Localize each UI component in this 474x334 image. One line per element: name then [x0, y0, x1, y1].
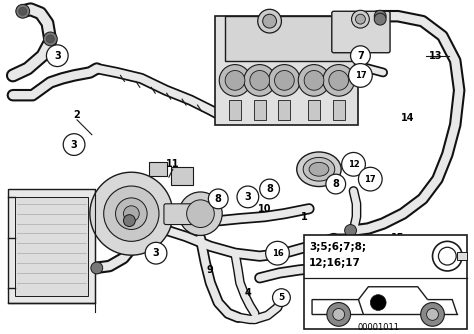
- Circle shape: [123, 206, 139, 221]
- Circle shape: [16, 4, 30, 18]
- Bar: [254, 100, 265, 120]
- Text: 3: 3: [245, 192, 251, 202]
- Text: 17: 17: [355, 71, 366, 80]
- Circle shape: [237, 186, 259, 208]
- Text: 6: 6: [346, 275, 352, 284]
- Text: 3: 3: [54, 51, 61, 61]
- Bar: [215, 16, 358, 125]
- Text: 16: 16: [272, 249, 283, 258]
- Circle shape: [327, 303, 351, 326]
- Circle shape: [44, 32, 57, 46]
- Circle shape: [298, 64, 330, 96]
- Circle shape: [187, 200, 214, 227]
- Bar: [15, 197, 88, 296]
- Circle shape: [351, 46, 370, 65]
- Text: 11: 11: [166, 159, 180, 169]
- Circle shape: [219, 64, 251, 96]
- Bar: [457, 252, 467, 260]
- Circle shape: [342, 152, 365, 176]
- Text: 13: 13: [428, 51, 442, 61]
- Text: 7: 7: [336, 313, 342, 322]
- Circle shape: [355, 48, 366, 60]
- Bar: [308, 100, 320, 120]
- Circle shape: [356, 14, 365, 24]
- Circle shape: [116, 198, 147, 229]
- Bar: [149, 162, 167, 176]
- Text: 3: 3: [153, 248, 159, 258]
- Circle shape: [209, 189, 228, 209]
- Circle shape: [374, 13, 386, 25]
- Text: 8: 8: [266, 184, 273, 194]
- Circle shape: [91, 262, 103, 274]
- Circle shape: [374, 10, 386, 22]
- Circle shape: [438, 247, 456, 265]
- Ellipse shape: [303, 157, 335, 181]
- Circle shape: [274, 70, 294, 90]
- Bar: [229, 100, 241, 120]
- Text: 8: 8: [215, 194, 222, 204]
- FancyBboxPatch shape: [164, 204, 202, 224]
- Circle shape: [323, 64, 355, 96]
- Ellipse shape: [297, 152, 341, 186]
- Circle shape: [63, 134, 85, 155]
- Bar: [8, 189, 95, 303]
- Text: 00001011: 00001011: [357, 323, 399, 332]
- Text: 3;5;6;7;8;: 3;5;6;7;8;: [309, 242, 366, 252]
- Circle shape: [263, 14, 276, 28]
- Text: 17: 17: [365, 175, 376, 184]
- Circle shape: [260, 179, 280, 199]
- Text: 5: 5: [278, 293, 284, 302]
- Circle shape: [46, 45, 68, 66]
- Circle shape: [269, 64, 300, 96]
- Circle shape: [326, 174, 346, 194]
- Circle shape: [345, 224, 356, 236]
- Text: 2: 2: [73, 110, 81, 120]
- Circle shape: [19, 7, 27, 15]
- Circle shape: [358, 167, 382, 191]
- Text: 7: 7: [357, 51, 364, 61]
- Text: 4: 4: [245, 288, 251, 298]
- Circle shape: [340, 271, 357, 289]
- Circle shape: [432, 241, 462, 271]
- Circle shape: [371, 246, 395, 270]
- Circle shape: [123, 215, 135, 226]
- Text: 16: 16: [377, 254, 389, 263]
- Circle shape: [333, 309, 345, 320]
- Text: 15: 15: [391, 233, 405, 243]
- Circle shape: [145, 242, 167, 264]
- Bar: [225, 16, 352, 61]
- Circle shape: [90, 172, 173, 255]
- Circle shape: [258, 9, 282, 33]
- Circle shape: [104, 186, 159, 241]
- Circle shape: [330, 309, 347, 326]
- Circle shape: [179, 192, 222, 235]
- Circle shape: [265, 241, 289, 265]
- Bar: [304, 235, 467, 329]
- Circle shape: [244, 64, 275, 96]
- Circle shape: [329, 70, 348, 90]
- Circle shape: [250, 70, 270, 90]
- Circle shape: [273, 289, 290, 307]
- FancyBboxPatch shape: [332, 11, 390, 53]
- Text: 9: 9: [207, 265, 214, 275]
- Circle shape: [420, 303, 444, 326]
- Text: 1: 1: [301, 212, 308, 222]
- Bar: [333, 100, 345, 120]
- Circle shape: [348, 63, 372, 87]
- Bar: [171, 167, 192, 185]
- Ellipse shape: [309, 162, 329, 176]
- Text: 14: 14: [401, 113, 415, 123]
- Text: 3: 3: [71, 140, 77, 150]
- Circle shape: [352, 10, 369, 28]
- Circle shape: [225, 70, 245, 90]
- Bar: [278, 100, 290, 120]
- Circle shape: [370, 295, 386, 311]
- Text: 12;16;17: 12;16;17: [309, 258, 361, 268]
- Circle shape: [46, 35, 55, 43]
- Text: 12: 12: [347, 160, 359, 169]
- Text: 8: 8: [332, 179, 339, 189]
- Circle shape: [304, 70, 324, 90]
- Circle shape: [427, 309, 438, 320]
- Text: 10: 10: [258, 204, 272, 214]
